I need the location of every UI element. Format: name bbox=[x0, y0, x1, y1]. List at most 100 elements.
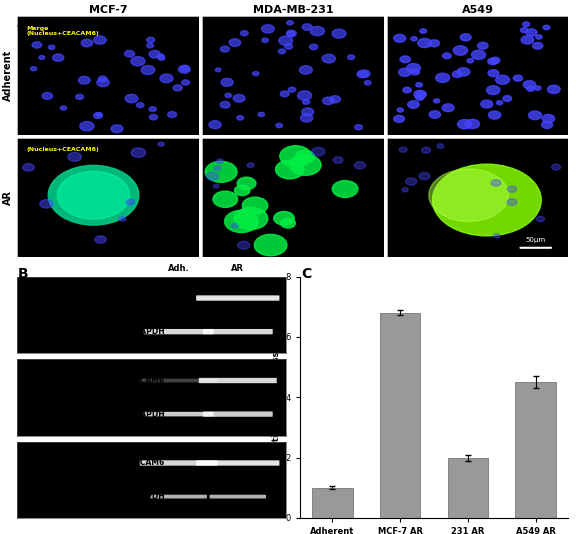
Circle shape bbox=[213, 184, 219, 188]
FancyBboxPatch shape bbox=[140, 379, 218, 382]
Circle shape bbox=[125, 50, 135, 57]
Circle shape bbox=[23, 163, 34, 171]
Circle shape bbox=[457, 68, 470, 76]
Circle shape bbox=[287, 30, 296, 37]
Circle shape bbox=[247, 163, 254, 168]
FancyBboxPatch shape bbox=[196, 295, 280, 301]
Text: AR: AR bbox=[231, 264, 244, 273]
Circle shape bbox=[141, 66, 155, 75]
Circle shape bbox=[458, 120, 472, 129]
Circle shape bbox=[53, 54, 64, 61]
Circle shape bbox=[125, 95, 138, 103]
Circle shape bbox=[150, 114, 158, 120]
Circle shape bbox=[31, 67, 37, 71]
Circle shape bbox=[229, 39, 241, 46]
Circle shape bbox=[285, 44, 292, 49]
Text: CEACAM6: CEACAM6 bbox=[124, 294, 165, 303]
Circle shape bbox=[281, 218, 295, 228]
Bar bbox=[516, 382, 556, 518]
Circle shape bbox=[216, 159, 223, 163]
Title: MDA-MB-231: MDA-MB-231 bbox=[252, 5, 334, 15]
Circle shape bbox=[287, 31, 295, 36]
Y-axis label: Relative mRNA expressions: Relative mRNA expressions bbox=[272, 332, 281, 462]
Circle shape bbox=[180, 65, 190, 72]
Circle shape bbox=[332, 29, 346, 38]
Circle shape bbox=[213, 191, 238, 207]
Text: B: B bbox=[17, 267, 28, 281]
Title: A549: A549 bbox=[462, 5, 494, 15]
Circle shape bbox=[234, 208, 268, 230]
Circle shape bbox=[149, 107, 157, 112]
Circle shape bbox=[322, 97, 334, 105]
Circle shape bbox=[168, 112, 176, 117]
Circle shape bbox=[496, 100, 503, 105]
FancyBboxPatch shape bbox=[144, 412, 213, 417]
Circle shape bbox=[354, 162, 365, 169]
Circle shape bbox=[242, 197, 268, 214]
Circle shape bbox=[182, 80, 190, 85]
Circle shape bbox=[299, 66, 312, 74]
Circle shape bbox=[437, 144, 444, 148]
Circle shape bbox=[411, 37, 417, 41]
Circle shape bbox=[237, 115, 244, 120]
Circle shape bbox=[481, 100, 493, 108]
Circle shape bbox=[98, 76, 107, 82]
Circle shape bbox=[42, 92, 53, 99]
Circle shape bbox=[411, 69, 419, 75]
Text: A: A bbox=[17, 16, 28, 30]
Circle shape bbox=[507, 199, 517, 206]
Text: CEACAM6: CEACAM6 bbox=[124, 459, 165, 467]
Circle shape bbox=[536, 216, 545, 222]
Circle shape bbox=[78, 76, 90, 84]
Circle shape bbox=[93, 113, 103, 119]
Circle shape bbox=[402, 187, 408, 192]
Circle shape bbox=[221, 78, 233, 87]
Circle shape bbox=[215, 68, 221, 72]
Circle shape bbox=[224, 210, 258, 232]
Circle shape bbox=[333, 157, 343, 163]
Text: (Nucleus+CEACAM6): (Nucleus+CEACAM6) bbox=[27, 147, 99, 152]
Circle shape bbox=[220, 46, 229, 52]
Circle shape bbox=[302, 23, 312, 30]
Circle shape bbox=[279, 36, 293, 45]
Circle shape bbox=[532, 42, 543, 49]
Circle shape bbox=[81, 39, 93, 47]
Circle shape bbox=[225, 93, 231, 98]
Circle shape bbox=[465, 119, 480, 129]
Circle shape bbox=[158, 56, 165, 60]
Circle shape bbox=[542, 121, 553, 129]
Circle shape bbox=[278, 49, 285, 54]
FancyBboxPatch shape bbox=[144, 329, 213, 334]
Circle shape bbox=[312, 147, 325, 156]
Circle shape bbox=[179, 66, 190, 73]
Circle shape bbox=[126, 199, 135, 205]
Circle shape bbox=[397, 108, 404, 112]
Circle shape bbox=[548, 85, 560, 93]
Y-axis label: Adherent: Adherent bbox=[3, 50, 13, 101]
Text: Adh.: Adh. bbox=[168, 264, 190, 273]
Circle shape bbox=[205, 161, 237, 182]
Circle shape bbox=[131, 148, 146, 158]
Text: CEACAM6: CEACAM6 bbox=[124, 376, 165, 385]
FancyBboxPatch shape bbox=[203, 329, 273, 334]
Text: Merge
(Nucleus+CEACAM6): Merge (Nucleus+CEACAM6) bbox=[27, 26, 99, 36]
Circle shape bbox=[255, 234, 287, 256]
Circle shape bbox=[329, 96, 340, 103]
Circle shape bbox=[295, 151, 314, 163]
Circle shape bbox=[48, 166, 139, 225]
Circle shape bbox=[422, 147, 431, 153]
Circle shape bbox=[543, 25, 550, 30]
Circle shape bbox=[443, 53, 451, 59]
Circle shape bbox=[68, 152, 81, 161]
Circle shape bbox=[237, 177, 256, 190]
Circle shape bbox=[332, 180, 358, 198]
Circle shape bbox=[452, 71, 462, 77]
Circle shape bbox=[358, 70, 370, 77]
FancyBboxPatch shape bbox=[196, 460, 280, 466]
Circle shape bbox=[488, 69, 499, 77]
Circle shape bbox=[488, 111, 501, 119]
Circle shape bbox=[418, 38, 432, 48]
Circle shape bbox=[276, 123, 282, 128]
Circle shape bbox=[310, 26, 324, 36]
Circle shape bbox=[403, 87, 411, 93]
